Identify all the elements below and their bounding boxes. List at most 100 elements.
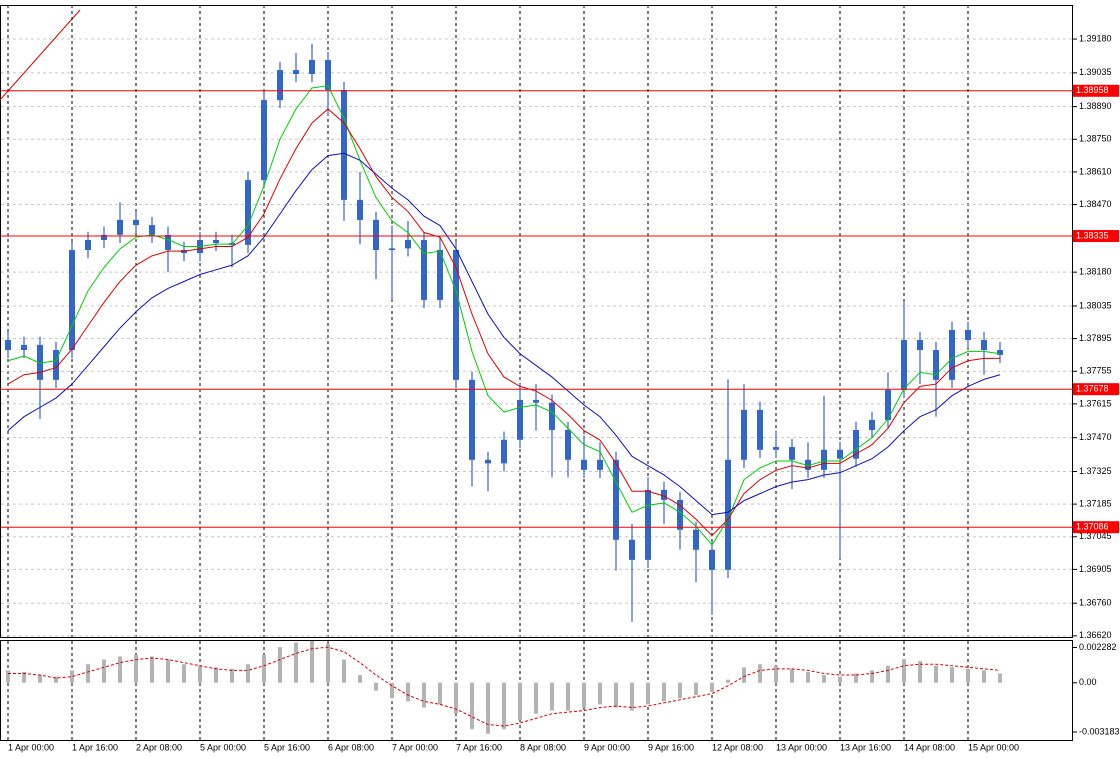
candle-body xyxy=(629,539,635,560)
y-tick-label: 1.38890 xyxy=(1079,101,1112,111)
oscillator-bar xyxy=(774,665,778,683)
level-label-box xyxy=(1073,521,1119,534)
y-tick-label: 1.37045 xyxy=(1079,531,1112,541)
x-tick-label: 1 Apr 00:00 xyxy=(8,742,54,752)
candle-body xyxy=(213,239,219,244)
x-tick-label: 13 Apr 16:00 xyxy=(840,742,891,752)
candle-body xyxy=(789,447,795,460)
y-tick-label: 1.37615 xyxy=(1079,398,1112,408)
oscillator-bar xyxy=(502,682,506,730)
candle-body xyxy=(901,339,907,390)
candle-body xyxy=(597,459,603,470)
moving-average-line xyxy=(7,85,1001,546)
level-label: 1.38958 xyxy=(1076,85,1109,95)
x-tick-label: 9 Apr 00:00 xyxy=(584,742,630,752)
candle-body xyxy=(949,329,955,380)
candle-body xyxy=(69,250,75,351)
oscillator-bar xyxy=(198,665,202,683)
oscillator-bar xyxy=(310,641,314,683)
x-tick-label: 5 Apr 00:00 xyxy=(200,742,246,752)
oscillator-bar xyxy=(950,667,954,683)
candle-body xyxy=(741,409,747,460)
candle-body xyxy=(613,459,619,540)
level-label: 1.38335 xyxy=(1076,230,1109,240)
y-tick-label: 1.36760 xyxy=(1079,598,1112,608)
x-tick-label: 1 Apr 16:00 xyxy=(72,742,118,752)
candle-body xyxy=(469,379,475,460)
y-tick-label: 1.37470 xyxy=(1079,432,1112,442)
x-tick-label: 7 Apr 00:00 xyxy=(392,742,438,752)
oscillator-bar xyxy=(614,682,618,708)
candle-body xyxy=(693,529,699,550)
x-tick-label: 8 Apr 08:00 xyxy=(520,742,566,752)
oscillator-bar xyxy=(662,682,666,702)
y-tick-label: -0.003183 xyxy=(1079,726,1120,736)
y-tick-label: 1.37325 xyxy=(1079,466,1112,476)
candle-body xyxy=(725,459,731,570)
oscillator-bar xyxy=(678,682,682,699)
y-tick-label: 1.36905 xyxy=(1079,564,1112,574)
candle-body xyxy=(661,489,667,500)
x-tick-label: 5 Apr 16:00 xyxy=(264,742,310,752)
oscillator-bar xyxy=(566,682,570,711)
oscillator-bar xyxy=(918,661,922,683)
moving-average-line xyxy=(7,152,1001,516)
candle-body xyxy=(549,402,555,430)
oscillator-bar xyxy=(358,675,362,683)
candle-body xyxy=(101,234,107,240)
main-panel-frame xyxy=(0,5,1073,638)
oscillator-bar xyxy=(486,682,490,734)
oscillator-bar xyxy=(902,659,906,683)
x-tick-label: 9 Apr 16:00 xyxy=(648,742,694,752)
candle-body xyxy=(709,549,715,570)
x-tick-label: 7 Apr 16:00 xyxy=(456,742,502,752)
candle-body xyxy=(245,180,251,245)
candle-body xyxy=(437,250,443,300)
candle-body xyxy=(133,219,139,226)
oscillator-bar xyxy=(582,682,586,708)
oscillator-bar xyxy=(838,676,842,683)
oscillator-bar xyxy=(758,664,762,683)
oscillator-bar xyxy=(598,682,602,705)
x-tick-label: 2 Apr 08:00 xyxy=(136,742,182,752)
oscillator-bar xyxy=(262,654,266,683)
candle-body xyxy=(453,250,459,380)
candle-body xyxy=(53,350,59,380)
level-label: 1.37086 xyxy=(1076,522,1109,532)
y-tick-label: 0.002282 xyxy=(1079,642,1117,652)
y-tick-label: 1.38035 xyxy=(1079,300,1112,310)
oscillator-bar xyxy=(246,664,250,683)
candle-body xyxy=(37,344,43,380)
candle-body xyxy=(517,399,523,440)
candle-body xyxy=(773,447,779,450)
candle-body xyxy=(917,339,923,351)
y-tick-label: 1.37185 xyxy=(1079,498,1112,508)
oscillator-bar xyxy=(150,656,154,683)
oscillator-bar xyxy=(518,682,522,720)
oscillator-bar xyxy=(934,665,938,683)
oscillator-bar xyxy=(166,659,170,683)
y-tick-label: 1.39180 xyxy=(1079,33,1112,43)
oscillator-bar xyxy=(38,675,42,683)
oscillator-bar xyxy=(630,682,634,711)
candle-body xyxy=(85,239,91,251)
candle-body xyxy=(821,449,827,470)
oscillator-bar xyxy=(342,659,346,683)
oscillator-bar xyxy=(326,644,330,683)
oscillator-bar xyxy=(22,671,26,683)
x-tick-label: 15 Apr 00:00 xyxy=(968,742,1019,752)
moving-average-line xyxy=(7,108,1000,537)
oscillator-panel-frame xyxy=(0,640,1073,741)
oscillator-bar xyxy=(822,675,826,683)
oscillator-bar xyxy=(454,682,458,714)
oscillator-bar xyxy=(710,682,714,693)
trend-line xyxy=(0,9,81,101)
candle-body xyxy=(805,459,811,470)
y-tick-label: 1.39035 xyxy=(1079,67,1112,77)
candle-body xyxy=(117,219,123,235)
candle-body xyxy=(149,225,155,235)
oscillator-bar xyxy=(534,682,538,714)
candle-body xyxy=(533,399,539,403)
candle-body xyxy=(853,429,859,459)
